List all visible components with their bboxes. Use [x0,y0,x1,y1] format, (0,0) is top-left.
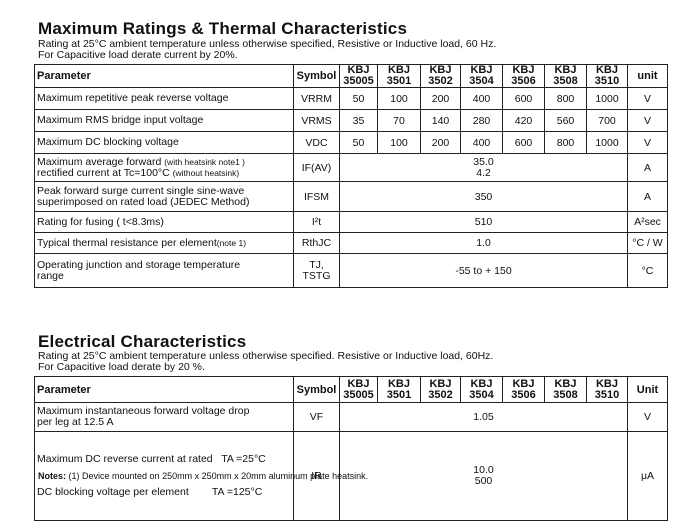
table-row: Maximum average forward (with heatsink n… [34,153,668,182]
header-part-3508: KBJ 3508 [544,376,587,403]
header-part-35005: KBJ 35005 [339,64,378,88]
electrical-table: Parameter Symbol KBJ 35005 KBJ 3501 KBJ 350… [34,376,668,521]
electrical-note-1: Rating at 25°C ambient temperature unles… [38,350,494,362]
row-symbol: VRRM [293,87,340,110]
header-part-3504: KBJ 3504 [460,376,503,403]
header-part-3504: KBJ 3504 [460,64,503,88]
cell-value: 100 [377,131,421,154]
row-param-surge: Peak forward surge current single sine-w… [34,181,294,212]
electrical-header-row: Parameter Symbol KBJ 35005 KBJ 3501 KBJ 350… [34,376,668,403]
header-unit: unit [627,64,668,88]
row-param: Maximum repetitive peak reverse voltage [34,87,294,110]
row-param-temp: Operating junction and storage temperatu… [34,253,294,288]
cell-value: 1.0 [339,232,628,254]
cell-value: 35 [339,109,378,132]
header-symbol: Symbol [293,64,340,88]
row-param: Rating for fusing ( t<8.3ms) [34,211,294,233]
cell-value: 50 [339,87,378,110]
table-row: Maximum RMS bridge input voltage VRMS 35… [34,109,668,132]
row-symbol: VF [293,402,340,432]
header-part-3502: KBJ 3502 [420,64,461,88]
footnote: Notes: (1) Device mounted on 250mm x 250… [38,471,368,481]
cell-value: 1.05 [339,402,628,432]
cell-value: 50 [339,131,378,154]
cell-value: 35.0 4.2 [339,153,628,182]
header-part-3502: KBJ 3502 [420,376,461,403]
header-part-3510: KBJ 3510 [586,64,628,88]
row-symbol: TJ, TSTG [293,253,340,288]
row-unit: V [627,131,668,154]
row-symbol: RthJC [293,232,340,254]
notes-label: Notes: [38,471,67,481]
table-row: Rating for fusing ( t<8.3ms) I²t 510 A²s… [34,211,668,233]
table-row: Maximum DC blocking voltage VDC 50 100 2… [34,131,668,154]
electrical-title: Electrical Characteristics [38,332,247,351]
cell-value: 1000 [586,131,628,154]
header-part-3510: KBJ 3510 [586,376,628,403]
table-row: Maximum instantaneous forward voltage dr… [34,402,668,432]
cell-value: 420 [502,109,545,132]
cell-value: 800 [544,131,587,154]
header-part-3501: KBJ 3501 [377,376,421,403]
row-symbol: IFSM [293,181,340,212]
cell-value: 200 [420,131,461,154]
row-symbol: VRMS [293,109,340,132]
header-part-35005: KBJ 35005 [339,376,378,403]
ratings-header-row: Parameter Symbol KBJ 35005 KBJ 3501 KBJ 350… [34,64,668,88]
cell-value: 800 [544,87,587,110]
ratings-note-1: Rating at 25°C ambient temperature unles… [38,38,497,50]
cell-value: 600 [502,131,545,154]
cell-value: 350 [339,181,628,212]
row-symbol: I²t [293,211,340,233]
row-unit: °C / W [627,232,668,254]
table-row: Maximum repetitive peak reverse voltage … [34,87,668,110]
electrical-note-2: For Capacitive load derate by 20 %. [38,361,205,373]
header-parameter: Parameter [34,376,294,403]
row-param: Maximum RMS bridge input voltage [34,109,294,132]
notes-text: (1) Device mounted on 250mm x 250mm x 20… [66,471,369,481]
ratings-note-2: For Capacitive load derate current by 20… [38,49,238,61]
row-param-vf: Maximum instantaneous forward voltage dr… [34,402,294,432]
cell-value: -55 to + 150 [339,253,628,288]
cell-value: 1000 [586,87,628,110]
row-unit: A [627,181,668,212]
row-unit: μA [627,431,668,521]
cell-value: 400 [460,131,503,154]
cell-value: 200 [420,87,461,110]
row-unit: A²sec [627,211,668,233]
cell-value: 400 [460,87,503,110]
row-symbol: VDC [293,131,340,154]
cell-value: 700 [586,109,628,132]
row-param: Maximum DC blocking voltage [34,131,294,154]
cell-value: 560 [544,109,587,132]
header-unit: Unit [627,376,668,403]
cell-value: 70 [377,109,421,132]
cell-value: 140 [420,109,461,132]
header-part-3506: KBJ 3506 [502,376,545,403]
row-unit: V [627,402,668,432]
header-part-3508: KBJ 3508 [544,64,587,88]
row-unit: A [627,153,668,182]
row-unit: °C [627,253,668,288]
cell-value: 280 [460,109,503,132]
cell-value: 600 [502,87,545,110]
row-symbol: IF(AV) [293,153,340,182]
header-symbol: Symbol [293,376,340,403]
row-unit: V [627,109,668,132]
header-part-3506: KBJ 3506 [502,64,545,88]
cell-value: 510 [339,211,628,233]
row-unit: V [627,87,668,110]
ratings-title: Maximum Ratings & Thermal Characteristic… [38,19,408,38]
header-part-3501: KBJ 3501 [377,64,421,88]
row-param-avg-forward: Maximum average forward (with heatsink n… [34,153,294,182]
header-parameter: Parameter [34,64,294,88]
ratings-table: Parameter Symbol KBJ 35005 KBJ 3501 KBJ 350… [34,64,668,288]
cell-value: 10.0 500 [339,431,628,521]
table-row: Operating junction and storage temperatu… [34,253,668,288]
table-row: Peak forward surge current single sine-w… [34,181,668,212]
cell-value: 100 [377,87,421,110]
table-row: Typical thermal resistance per element(n… [34,232,668,254]
row-param-thermal: Typical thermal resistance per element(n… [34,232,294,254]
